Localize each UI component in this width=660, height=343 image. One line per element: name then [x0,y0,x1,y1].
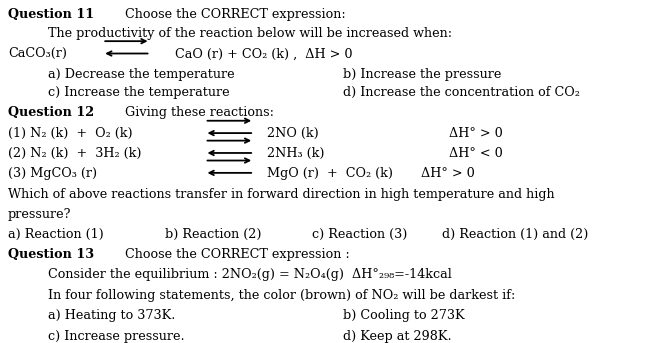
Text: d) Increase the concentration of CO₂: d) Increase the concentration of CO₂ [343,86,580,99]
Text: ΔH° > 0: ΔH° > 0 [449,127,502,140]
Text: CaO (r) + CO₂ (k) ,  ΔH > 0: CaO (r) + CO₂ (k) , ΔH > 0 [175,47,352,60]
Text: ΔH° > 0: ΔH° > 0 [421,167,475,180]
Text: c) Increase the temperature: c) Increase the temperature [48,86,229,99]
Text: (3) MgCO₃ (r): (3) MgCO₃ (r) [8,167,97,180]
Text: 2NO (k): 2NO (k) [267,127,319,140]
Text: Question 11: Question 11 [8,8,98,21]
Text: c) Reaction (3): c) Reaction (3) [312,228,407,241]
Text: Choose the CORRECT expression:: Choose the CORRECT expression: [125,8,346,21]
Text: CaCO₃(r): CaCO₃(r) [8,47,67,60]
Text: pressure?: pressure? [8,208,71,221]
Text: The productivity of the reaction below will be increased when:: The productivity of the reaction below w… [48,27,451,40]
Text: b) Cooling to 273K: b) Cooling to 273K [343,309,465,322]
Text: b) Increase the pressure: b) Increase the pressure [343,68,502,81]
Text: d) Keep at 298K.: d) Keep at 298K. [343,330,452,343]
Text: Question 13: Question 13 [8,248,98,261]
Text: In four following statements, the color (brown) of NO₂ will be darkest if:: In four following statements, the color … [48,289,515,302]
Text: a) Heating to 373K.: a) Heating to 373K. [48,309,175,322]
Text: Choose the CORRECT expression :: Choose the CORRECT expression : [125,248,350,261]
Text: (1) N₂ (k)  +  O₂ (k): (1) N₂ (k) + O₂ (k) [8,127,133,140]
Text: Giving these reactions:: Giving these reactions: [125,106,274,119]
Text: d) Reaction (1) and (2): d) Reaction (1) and (2) [442,228,589,241]
Text: Question 12: Question 12 [8,106,98,119]
Text: Which of above reactions transfer in forward direction in high temperature and h: Which of above reactions transfer in for… [8,188,554,201]
Text: b) Reaction (2): b) Reaction (2) [165,228,261,241]
Text: 2NH₃ (k): 2NH₃ (k) [267,147,325,160]
Text: ΔH° < 0: ΔH° < 0 [449,147,502,160]
Text: Consider the equilibrium : 2NO₂(g) = N₂O₄(g)  ΔH°₂₉₈=-14kcal: Consider the equilibrium : 2NO₂(g) = N₂O… [48,268,451,281]
Text: a) Decrease the temperature: a) Decrease the temperature [48,68,234,81]
Text: c) Increase pressure.: c) Increase pressure. [48,330,184,343]
Text: a) Reaction (1): a) Reaction (1) [8,228,104,241]
Text: (2) N₂ (k)  +  3H₂ (k): (2) N₂ (k) + 3H₂ (k) [8,147,141,160]
Text: MgO (r)  +  CO₂ (k): MgO (r) + CO₂ (k) [267,167,393,180]
